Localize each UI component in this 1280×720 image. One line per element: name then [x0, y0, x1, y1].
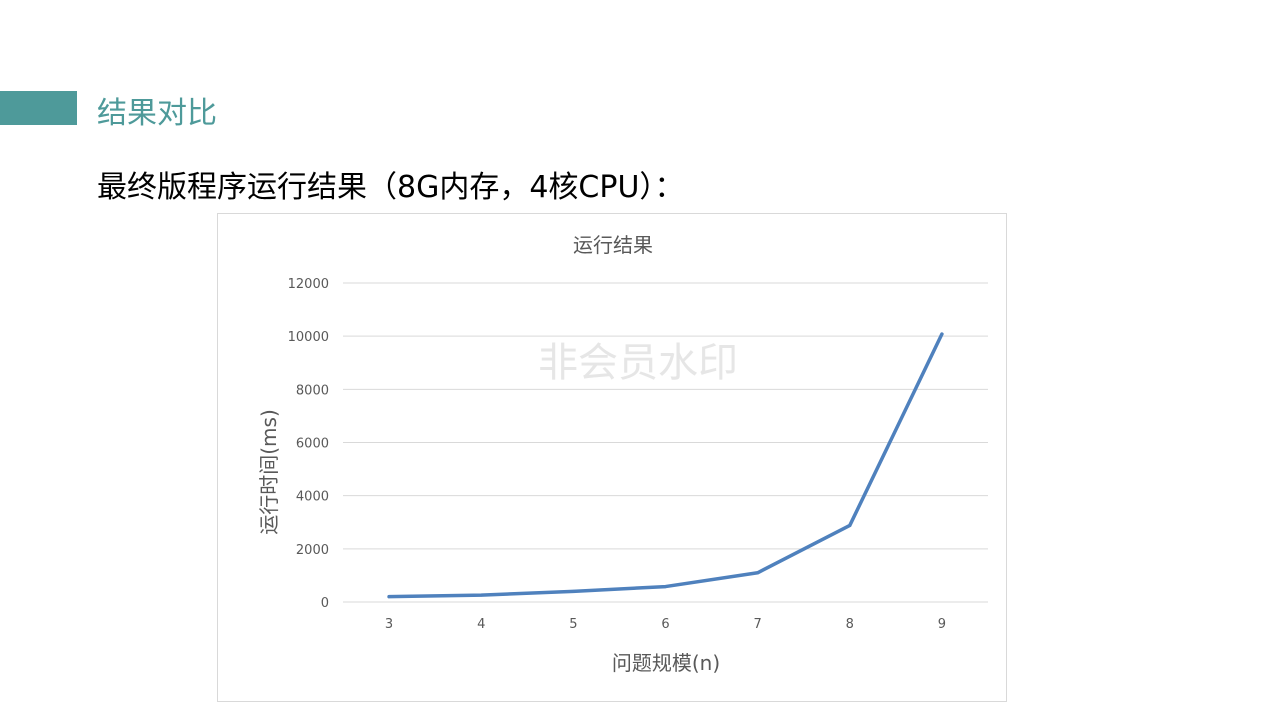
data-point — [387, 595, 391, 599]
x-tick-label: 7 — [754, 617, 762, 632]
y-tick-label: 2000 — [296, 543, 329, 558]
y-axis-ticks: 0 2000 4000 6000 8000 10000 12000 — [288, 277, 329, 611]
y-tick-label: 0 — [321, 596, 329, 611]
data-point — [479, 593, 483, 597]
x-axis-ticks: 3 4 5 6 7 8 9 — [385, 617, 946, 632]
line-chart: 运行结果 非会员水印 0 2000 4000 6000 8000 10000 12000 3… — [257, 233, 988, 675]
data-point — [664, 585, 667, 589]
data-point — [940, 332, 944, 336]
y-tick-label: 10000 — [288, 330, 329, 345]
series-layer — [387, 332, 944, 599]
data-point — [848, 523, 852, 527]
data-point — [571, 589, 575, 593]
x-axis-label: 问题规模(n) — [612, 651, 720, 675]
section-title: 结果对比 — [97, 96, 217, 131]
slide-subtitle: 最终版程序运行结果（8G内存，4核CPU）： — [97, 170, 685, 205]
y-tick-label: 4000 — [296, 490, 329, 505]
x-tick-label: 6 — [661, 617, 669, 632]
y-tick-label: 12000 — [288, 277, 329, 292]
chart-frame: 运行结果 非会员水印 0 2000 4000 6000 8000 10000 12000 3… — [217, 213, 1007, 702]
y-tick-label: 6000 — [296, 437, 329, 452]
x-tick-label: 4 — [477, 617, 485, 632]
accent-bar — [0, 91, 77, 125]
grid-lines — [343, 282, 988, 603]
x-tick-label: 9 — [938, 617, 946, 632]
x-tick-label: 3 — [385, 617, 393, 632]
x-tick-label: 5 — [569, 617, 577, 632]
chart-title: 运行结果 — [573, 233, 653, 257]
y-axis-label: 运行时间(ms) — [257, 409, 281, 535]
data-point — [756, 571, 760, 575]
x-tick-label: 8 — [846, 617, 854, 632]
y-tick-label: 8000 — [296, 383, 329, 398]
watermark: 非会员水印 — [538, 340, 738, 386]
